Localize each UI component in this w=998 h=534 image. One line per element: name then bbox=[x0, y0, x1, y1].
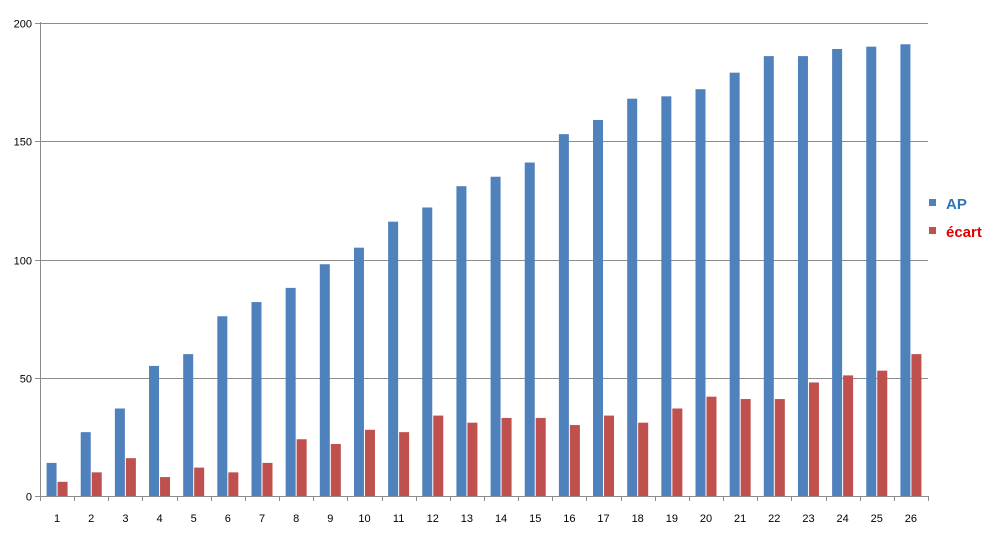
x-tick-label: 12 bbox=[427, 513, 439, 525]
axes bbox=[35, 22, 929, 501]
bar-ap-23 bbox=[797, 56, 808, 497]
x-tick-label: 5 bbox=[191, 513, 197, 525]
x-tick-label: 19 bbox=[666, 513, 678, 525]
x-tick-label: 20 bbox=[700, 513, 712, 525]
bar-ap-11 bbox=[388, 221, 399, 496]
x-tick-label: 13 bbox=[461, 513, 473, 525]
bar-ap-5 bbox=[183, 354, 194, 496]
bar-ap-24 bbox=[832, 49, 843, 496]
x-tick-label: 22 bbox=[768, 513, 780, 525]
bar-ecart-25 bbox=[877, 370, 888, 496]
y-tick-label: 100 bbox=[14, 256, 32, 268]
bar-ap-18 bbox=[627, 98, 638, 497]
x-tick-label: 2 bbox=[88, 513, 94, 525]
bar-ap-17 bbox=[593, 119, 604, 496]
bar-ecart-16 bbox=[569, 425, 580, 496]
x-tick-label: 8 bbox=[293, 513, 299, 525]
y-tick-label: 50 bbox=[20, 374, 32, 386]
x-tick-label: 25 bbox=[871, 513, 883, 525]
legend-swatch-ap bbox=[929, 199, 936, 206]
x-tick-label: 11 bbox=[393, 513, 404, 525]
bar-ecart-1 bbox=[57, 481, 68, 496]
x-tick-label: 23 bbox=[802, 513, 814, 525]
bar-ap-19 bbox=[661, 96, 672, 496]
bar-ap-16 bbox=[558, 134, 569, 496]
bar-ap-26 bbox=[900, 44, 911, 496]
legend-label-ap: AP bbox=[946, 196, 967, 213]
bar-ecart-13 bbox=[467, 422, 478, 496]
bar-ecart-4 bbox=[160, 477, 171, 496]
bar-ecart-5 bbox=[194, 467, 205, 496]
bar-ap-1 bbox=[46, 462, 57, 496]
bar-ecart-9 bbox=[330, 443, 341, 496]
y-tick-label: 0 bbox=[26, 492, 32, 504]
bars bbox=[46, 44, 922, 497]
x-tick-label: 21 bbox=[734, 513, 746, 525]
bar-ecart-7 bbox=[262, 462, 273, 496]
x-tick-label: 4 bbox=[156, 513, 162, 525]
bar-ecart-10 bbox=[364, 429, 375, 496]
x-tick-label: 6 bbox=[225, 513, 231, 525]
bar-ecart-2 bbox=[91, 472, 102, 496]
bar-ecart-23 bbox=[808, 382, 819, 496]
gridlines bbox=[40, 23, 928, 379]
bar-ap-14 bbox=[490, 176, 501, 496]
bar-ecart-24 bbox=[843, 375, 854, 496]
bar-ecart-3 bbox=[125, 458, 136, 496]
bar-ecart-8 bbox=[296, 439, 307, 496]
x-tick-label: 15 bbox=[529, 513, 541, 525]
bar-ap-8 bbox=[285, 287, 296, 496]
bar-ap-4 bbox=[149, 365, 160, 496]
x-tick-label: 26 bbox=[905, 513, 917, 525]
x-tick-label: 7 bbox=[259, 513, 265, 525]
bar-ecart-18 bbox=[638, 422, 649, 496]
x-tick-label: 1 bbox=[54, 513, 60, 525]
x-tick-label: 18 bbox=[632, 513, 644, 525]
bar-ecart-19 bbox=[672, 408, 683, 496]
x-tick-label: 10 bbox=[358, 513, 370, 525]
bar-ap-9 bbox=[319, 264, 330, 496]
bar-ecart-11 bbox=[399, 432, 410, 496]
bar-ap-10 bbox=[353, 247, 364, 496]
bar-ap-25 bbox=[866, 46, 877, 497]
x-tick-label: 16 bbox=[563, 513, 575, 525]
bar-ecart-12 bbox=[433, 415, 444, 496]
x-tick-label: 24 bbox=[836, 513, 848, 525]
bar-ap-12 bbox=[422, 207, 433, 496]
legend-swatch-ecart bbox=[929, 227, 936, 234]
legend: AP écart bbox=[929, 196, 982, 241]
bar-ecart-15 bbox=[535, 417, 546, 496]
x-axis-ticks: 1 2 3 4 5 6 7 8 9 10 11 12 13 14 15 16 17 18 19 20 21 22 23 24 2… bbox=[54, 513, 917, 525]
bar-ecart-21 bbox=[740, 399, 751, 496]
x-tick-label: 9 bbox=[327, 513, 333, 525]
y-tick-label: 200 bbox=[14, 19, 32, 31]
bar-ap-3 bbox=[114, 408, 125, 496]
bar-ap-6 bbox=[217, 316, 228, 496]
bar-ap-22 bbox=[763, 56, 774, 497]
x-tick-label: 3 bbox=[122, 513, 128, 525]
y-tick-label: 150 bbox=[14, 137, 32, 149]
bar-ecart-6 bbox=[228, 472, 239, 496]
bar-ap-20 bbox=[695, 89, 706, 496]
bar-ap-2 bbox=[80, 432, 91, 496]
bar-ecart-26 bbox=[911, 354, 922, 496]
bar-ecart-20 bbox=[706, 396, 717, 496]
bar-ecart-17 bbox=[604, 415, 615, 496]
y-axis-ticks: 0 50 100 150 200 bbox=[14, 19, 32, 504]
bar-ecart-14 bbox=[501, 417, 512, 496]
bar-ap-7 bbox=[251, 302, 262, 496]
legend-label-ecart: écart bbox=[946, 224, 982, 241]
x-tick-label: 17 bbox=[597, 513, 609, 525]
bar-ap-13 bbox=[456, 186, 467, 496]
x-tick-label: 14 bbox=[495, 513, 507, 525]
bar-ecart-22 bbox=[774, 399, 785, 496]
bar-ap-15 bbox=[524, 162, 535, 496]
bar-ap-21 bbox=[729, 72, 740, 496]
